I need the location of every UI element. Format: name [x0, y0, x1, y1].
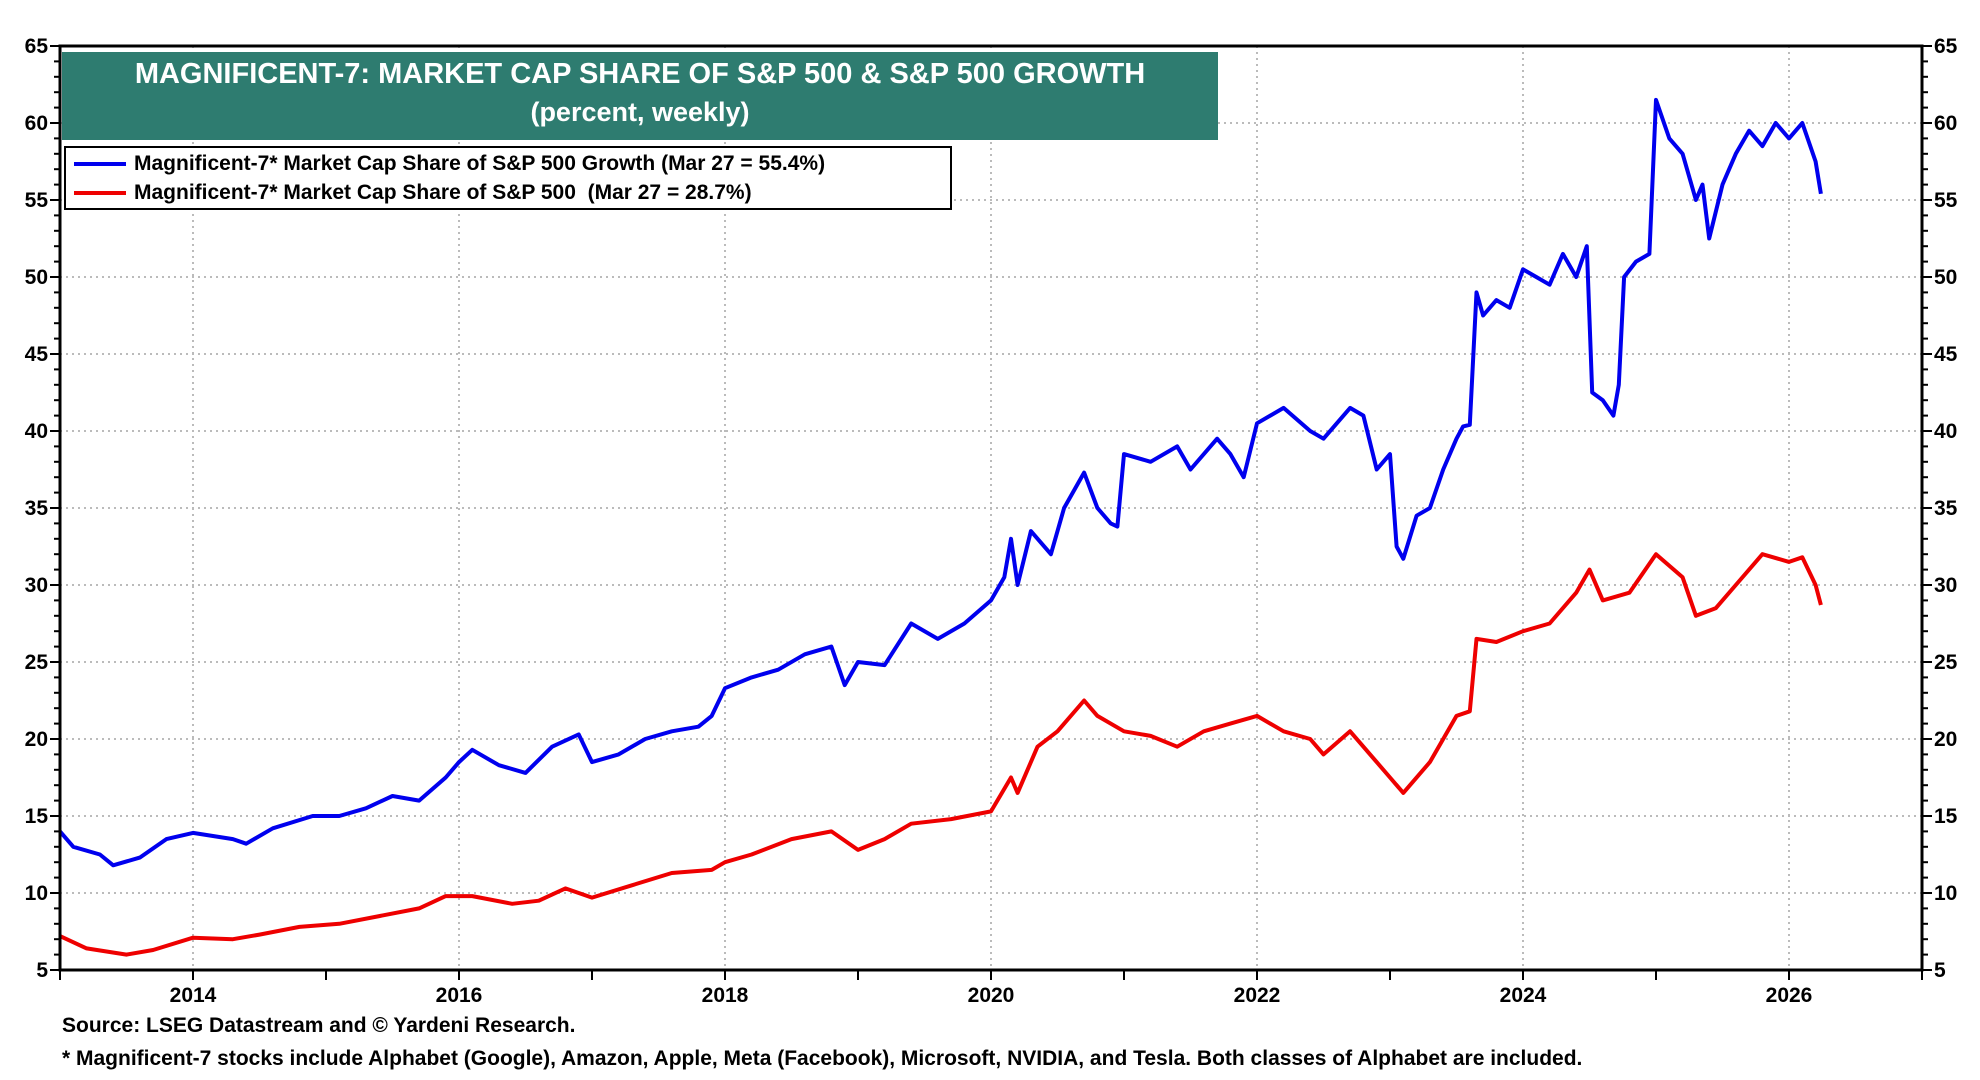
y-tick-label-left: 60 — [25, 112, 48, 135]
source-note: Source: LSEG Datastream and © Yardeni Re… — [62, 1014, 576, 1037]
chart-title: MAGNIFICENT-7: MARKET CAP SHARE OF S&P 5… — [134, 58, 1146, 90]
x-tick-label: 2016 — [436, 984, 483, 1007]
legend-swatch-blue — [74, 161, 126, 166]
legend: Magnificent-7* Market Cap Share of S&P 5… — [64, 146, 952, 210]
x-tick-label: 2024 — [1500, 984, 1547, 1007]
footnote: * Magnificent-7 stocks include Alphabet … — [62, 1047, 1583, 1070]
y-tick-label-left: 55 — [25, 189, 49, 212]
x-tick-label: 2014 — [170, 984, 217, 1007]
series-line-sp500-growth-share — [58, 97, 1823, 868]
legend-label: Magnificent-7* Market Cap Share of S&P 5… — [134, 180, 752, 204]
y-tick-label-left: 65 — [25, 35, 49, 58]
legend-label: Magnificent-7* Market Cap Share of S&P 5… — [134, 151, 826, 175]
y-tick-label-left: 25 — [25, 651, 49, 674]
y-tick-label-left: 40 — [25, 420, 48, 443]
y-tick-label-right: 20 — [1934, 728, 1957, 751]
x-tick-label: 2020 — [968, 984, 1015, 1007]
y-tick-label-left: 35 — [25, 497, 49, 520]
y-tick-label-right: 50 — [1934, 266, 1957, 289]
y-tick-label-right: 35 — [1934, 497, 1958, 520]
legend-item-growth: Magnificent-7* Market Cap Share of S&P 5… — [74, 150, 950, 177]
y-tick-label-left: 5 — [36, 959, 48, 982]
y-tick-label-right: 55 — [1934, 189, 1958, 212]
series-line-sp500-share — [59, 552, 1823, 957]
y-tick-label-left: 45 — [25, 343, 49, 366]
y-tick-label-right: 65 — [1934, 35, 1958, 58]
chart-title-box: MAGNIFICENT-7: MARKET CAP SHARE OF S&P 5… — [62, 52, 1218, 140]
y-tick-label-left: 50 — [25, 266, 48, 289]
chart-subtitle: (percent, weekly) — [530, 97, 750, 127]
y-tick-label-right: 30 — [1934, 574, 1957, 597]
y-tick-label-right: 25 — [1934, 651, 1958, 674]
legend-item-sp500: Magnificent-7* Market Cap Share of S&P 5… — [74, 179, 950, 206]
gridlines — [60, 46, 1922, 970]
y-tick-label-left: 15 — [25, 805, 49, 828]
y-tick-label-right: 40 — [1934, 420, 1957, 443]
y-tick-label-left: 30 — [25, 574, 48, 597]
x-tick-label: 2018 — [702, 984, 749, 1007]
x-tick-label: 2022 — [1234, 984, 1281, 1007]
y-tick-label-right: 60 — [1934, 112, 1957, 135]
y-tick-label-left: 20 — [25, 728, 48, 751]
y-tick-label-right: 10 — [1934, 882, 1957, 905]
y-tick-label-right: 45 — [1934, 343, 1958, 366]
x-tick-label: 2026 — [1766, 984, 1813, 1007]
y-tick-label-right: 15 — [1934, 805, 1958, 828]
legend-swatch-red — [74, 190, 126, 195]
series-lines — [58, 97, 1823, 957]
plot-frame — [58, 44, 1924, 972]
y-tick-label-right: 5 — [1934, 959, 1946, 982]
y-tick-label-left: 10 — [25, 882, 48, 905]
